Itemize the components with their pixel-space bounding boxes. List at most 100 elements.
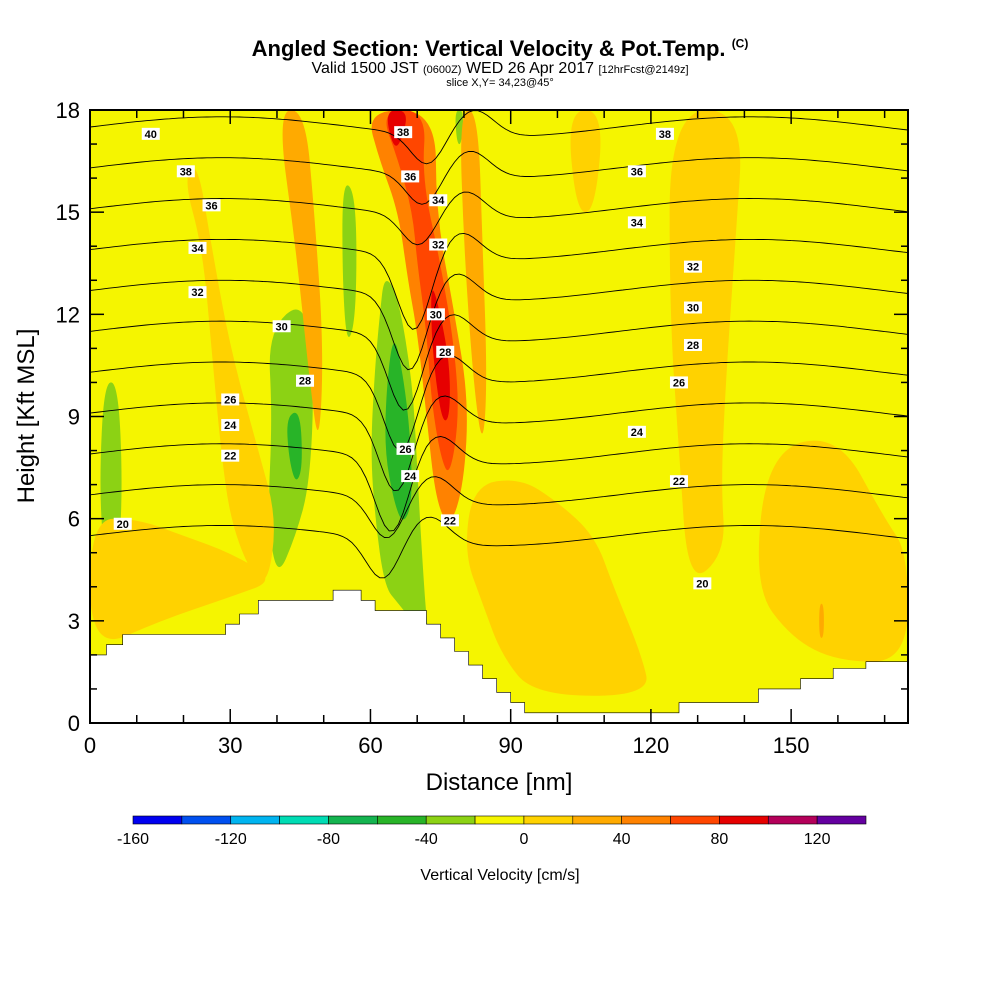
colorbar-cell-13 <box>767 815 818 825</box>
x-tick-label-60: 60 <box>358 733 382 758</box>
slice-info: slice X,Y= 34,23@45° <box>446 77 554 89</box>
isentrope-36 <box>90 191 908 246</box>
isentrope-label-box-13 <box>429 194 448 207</box>
isentrope-label-16: 28 <box>439 347 451 359</box>
isentrope-label-box-11 <box>394 126 413 139</box>
x-tick-label-90: 90 <box>498 733 522 758</box>
valid-utc: (0600Z) <box>422 64 462 76</box>
colorbar-cell-12 <box>719 815 769 825</box>
x-tick-label-30: 30 <box>218 733 242 758</box>
velocity-region-10 <box>467 480 647 696</box>
isentrope-label-14: 32 <box>432 240 444 252</box>
colorbar-tick-3: -40 <box>415 831 438 848</box>
isentrope-30 <box>90 314 908 411</box>
isentrope-24 <box>90 436 908 532</box>
isentrope-label-box-17 <box>396 442 415 455</box>
plot-content: 40 38 36 34 32 30 28 26 24 22 20 38 36 34 32 30 28 26 24 22… <box>90 110 908 723</box>
isentrope-label-27: 24 <box>631 427 644 439</box>
isentrope-label-box-28 <box>669 475 688 488</box>
isentrope-38 <box>90 150 908 205</box>
isentrope-label-1: 38 <box>180 166 192 178</box>
isentrope-label-15: 30 <box>430 309 442 321</box>
isentrope-label-box-27 <box>627 425 646 438</box>
isentrope-label-box-15 <box>426 308 445 321</box>
isentrope-label-2: 36 <box>205 200 217 212</box>
x-axis-label: Distance [nm] <box>426 769 573 796</box>
isentrope-label-box-4 <box>188 286 207 299</box>
isentrope-label-box-29 <box>693 577 712 590</box>
isentrope-label-21: 36 <box>631 166 643 178</box>
isentrope-label-20: 38 <box>659 129 671 141</box>
isentrope-label-box-24 <box>683 301 702 314</box>
isentrope-label-8: 24 <box>224 420 237 432</box>
y-tick-label-0: 0 <box>68 711 80 736</box>
isentrope-label-box-18 <box>401 470 420 483</box>
isentrope-34 <box>90 232 908 330</box>
chart-title: Angled Section: Vertical Velocity & Pot.… <box>0 36 1000 62</box>
plot-area: 40 38 36 34 32 30 28 26 24 22 20 38 36 34 32 30 28 26 24 22… <box>90 110 908 723</box>
colorbar-cell-1 <box>181 815 232 825</box>
colorbar-cell-9 <box>572 815 622 825</box>
velocity-region-11 <box>669 110 741 574</box>
isentrope-label-box-16 <box>436 345 455 358</box>
colorbar-tick-6: 80 <box>711 831 729 848</box>
y-tick-label-9: 9 <box>68 405 80 430</box>
colorbar: -160 -120 -80 -40 0 40 80 120 <box>117 815 867 848</box>
isentrope-label-26: 26 <box>673 377 685 389</box>
colorbar-cell-11 <box>670 815 720 825</box>
colorbar-tick-0: -160 <box>117 831 149 848</box>
isentrope-label-box-7 <box>221 393 240 406</box>
velocity-field <box>90 110 908 696</box>
isentrope-label-19: 22 <box>444 515 456 527</box>
isentrope-label-4: 32 <box>191 287 203 299</box>
colorbar-cell-5 <box>377 815 427 825</box>
isentrope-label-0: 40 <box>145 129 157 141</box>
isentrope-label-box-14 <box>429 238 448 251</box>
isentrope-40 <box>90 110 908 165</box>
velocity-region-15 <box>282 110 323 431</box>
colorbar-tick-4: 0 <box>519 831 528 848</box>
isentrope-label-29: 20 <box>696 578 708 590</box>
velocity-region-2 <box>287 412 302 480</box>
isentrope-label-9: 22 <box>224 451 236 463</box>
isentrope-label-box-12 <box>401 170 420 183</box>
velocity-region-9 <box>187 168 274 580</box>
isentrope-label-box-6 <box>296 374 315 387</box>
colorbar-tick-7: 120 <box>804 831 831 848</box>
isentrope-label-box-10 <box>113 517 132 530</box>
isentrope-label-5: 30 <box>276 321 288 333</box>
isentrope-label-11: 38 <box>397 127 409 139</box>
y-axis-label: Height [Kft MSL] <box>13 329 40 504</box>
chart-title-text: Angled Section: Vertical Velocity & Pot.… <box>251 36 726 61</box>
velocity-region-16 <box>461 110 487 434</box>
isentrope-label-25: 28 <box>687 340 699 352</box>
isentrope-22 <box>90 476 908 538</box>
isentrope-label-10: 20 <box>117 519 129 531</box>
isentrope-label-24: 30 <box>687 303 699 315</box>
colorbar-cell-7 <box>474 815 525 825</box>
colorbar-tick-1: -120 <box>215 831 247 848</box>
isentrope-label-box-3 <box>188 241 207 254</box>
y-tick-label-15: 15 <box>56 200 80 225</box>
isentrope-20 <box>90 516 908 579</box>
velocity-region-17 <box>819 603 824 638</box>
isentrope-label-18: 24 <box>404 471 417 483</box>
colorbar-cell-14 <box>816 815 867 825</box>
y-tick-label-18: 18 <box>56 98 80 123</box>
isentrope-label-box-9 <box>221 449 240 462</box>
isentrope-label-23: 32 <box>687 262 699 274</box>
isentrope-label-box-25 <box>683 338 702 351</box>
forecast-info: [12hrFcst@2149z] <box>598 64 689 76</box>
colorbar-cell-10 <box>621 815 671 825</box>
velocity-region-6 <box>342 185 357 338</box>
isentrope-label-box-5 <box>272 320 291 333</box>
colorbar-cell-0 <box>132 815 183 825</box>
velocity-region-14 <box>570 110 601 213</box>
isentrope-label-box-19 <box>440 514 459 527</box>
isentrope-label-box-20 <box>655 127 674 140</box>
isentrope-label-box-23 <box>683 260 702 273</box>
velocity-region-13 <box>758 440 908 662</box>
colorbar-cell-2 <box>230 815 280 825</box>
isentrope-label-3: 34 <box>191 243 204 255</box>
